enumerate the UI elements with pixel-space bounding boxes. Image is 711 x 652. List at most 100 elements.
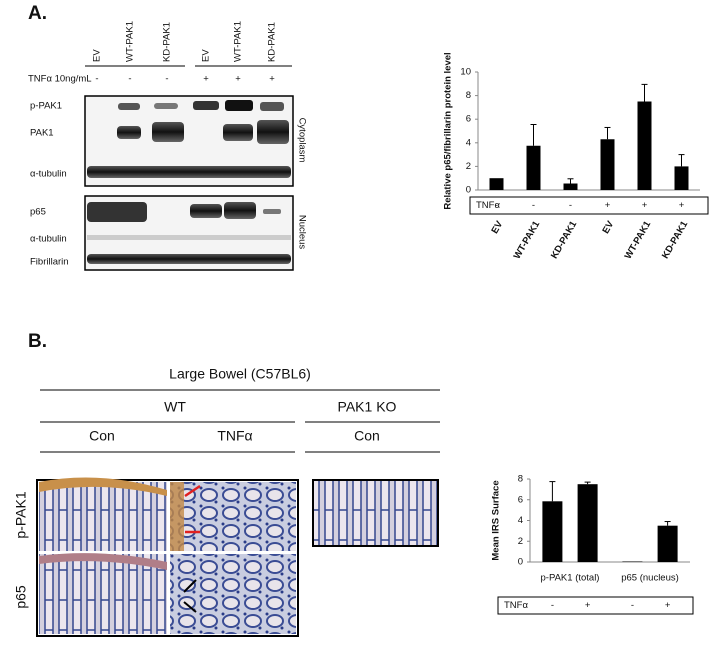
row-label: p-PAK1	[13, 491, 29, 538]
treatment-label: TNFα 10ng/mL	[28, 74, 92, 85]
bands	[87, 100, 291, 264]
band	[223, 124, 253, 141]
blot-row-label: α-tubulin	[30, 169, 67, 180]
row-sign: -	[631, 600, 634, 611]
band	[225, 100, 253, 111]
fraction-label: Cytoplasm	[296, 118, 307, 163]
blot-row-label: α-tubulin	[30, 234, 67, 245]
blot-row-label: PAK1	[30, 128, 54, 139]
condition-label: Con	[89, 428, 115, 444]
condition-box	[469, 196, 709, 215]
band	[193, 101, 219, 110]
band	[87, 166, 291, 178]
band	[87, 235, 291, 240]
lane-label: EV	[201, 49, 212, 62]
y-tick-label: 0	[466, 185, 471, 196]
row-sign: -	[551, 600, 554, 611]
y-tick-label: 8	[518, 474, 523, 485]
panel-label: B.	[28, 331, 47, 352]
x-tick-label: EV	[489, 219, 505, 236]
x-tick-label: EV	[600, 219, 616, 236]
band	[117, 126, 141, 139]
bar	[489, 178, 504, 190]
band	[190, 204, 222, 218]
bar	[600, 139, 615, 190]
condition-label: Con	[354, 428, 380, 444]
lane-label: KD-PAK1	[267, 22, 278, 62]
treatment-sign: -	[95, 74, 98, 85]
image	[39, 482, 167, 551]
lane-label: KD-PAK1	[162, 22, 173, 62]
genotype-label: WT	[164, 399, 186, 415]
bar	[637, 101, 652, 190]
stain	[39, 553, 167, 570]
y-tick-label: 2	[466, 161, 471, 172]
y-tick-label: 6	[518, 494, 523, 505]
row-sign: +	[585, 600, 591, 611]
histology	[36, 477, 439, 637]
arrow	[183, 601, 197, 613]
band	[263, 209, 281, 214]
bar	[657, 525, 678, 562]
band	[224, 202, 256, 219]
row-label: TNFα	[476, 200, 500, 211]
row-sign: +	[605, 200, 611, 211]
row-sign: -	[495, 200, 498, 211]
lane-label: EV	[92, 49, 103, 62]
row-sign: -	[569, 200, 572, 211]
genotype-label: PAK1 KO	[338, 399, 397, 415]
group-label: p-PAK1 (total)	[541, 573, 600, 584]
bar	[563, 183, 578, 190]
blot-row-label: Fibrillarin	[30, 257, 69, 268]
lane-label: WT-PAK1	[233, 21, 244, 62]
stain	[170, 482, 184, 551]
y-tick-label: 4	[518, 515, 523, 526]
treatment-sign: -	[128, 74, 131, 85]
group-label: p65 (nucleus)	[621, 573, 679, 584]
arrow	[184, 484, 201, 498]
row-sign: -	[532, 200, 535, 211]
y-axis-label: Mean IRS Surface	[491, 480, 502, 560]
band	[87, 202, 147, 222]
bar	[622, 561, 643, 562]
condition-box	[497, 596, 694, 615]
row-sign: +	[665, 600, 671, 611]
row-sign: +	[679, 200, 685, 211]
bar	[542, 501, 563, 562]
row-label: TNFα	[504, 600, 528, 611]
row-label: p65	[13, 585, 29, 609]
arrow	[183, 579, 197, 593]
x-tick-label: WT-PAK1	[623, 219, 654, 262]
treatment-sign: +	[203, 74, 209, 85]
x-tick-label: WT-PAK1	[512, 219, 543, 262]
band	[152, 122, 184, 142]
row-sign: +	[642, 200, 648, 211]
blot-row-label: p-PAK1	[30, 101, 62, 112]
image	[39, 554, 167, 634]
bar	[577, 484, 598, 562]
y-tick-label: 8	[466, 90, 471, 101]
y-tick-label: 10	[460, 67, 471, 78]
y-tick-label: 2	[518, 536, 523, 547]
image	[170, 554, 296, 634]
band	[118, 103, 140, 110]
y-tick-label: 6	[466, 114, 471, 125]
panel-label: A.	[28, 3, 47, 24]
band	[257, 120, 289, 144]
y-axis-label: Relative p65/fibrillarin protein level	[443, 52, 454, 209]
band	[260, 102, 284, 111]
condition-label: TNFα	[217, 428, 252, 444]
band	[154, 103, 178, 109]
lane-label: WT-PAK1	[125, 21, 136, 62]
x-tick-label: KD-PAK1	[549, 219, 580, 261]
y-tick-label: 0	[518, 557, 523, 568]
bar	[674, 166, 689, 190]
treatment-sign: -	[165, 74, 168, 85]
band	[87, 254, 291, 264]
treatment-sign: +	[235, 74, 241, 85]
image	[312, 479, 439, 547]
blot-row-label: p65	[30, 207, 46, 218]
fraction-label: Nucleus	[296, 215, 307, 250]
x-tick-label: KD-PAK1	[660, 219, 691, 261]
